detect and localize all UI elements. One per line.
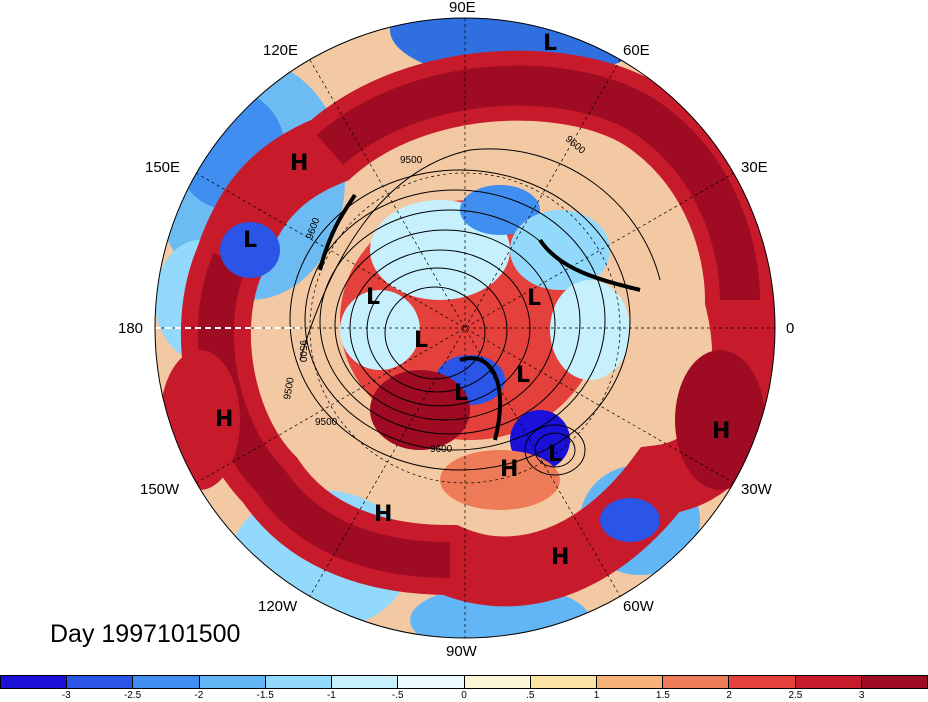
colorbar-segment [67,676,134,688]
low-center: L [366,285,380,310]
colorbar-segment [398,676,465,688]
high-center: H [551,545,569,570]
lon-label-150w: 150W [140,481,180,498]
contour-label: 9500 [400,155,423,166]
colorbar-tick-label: -.5 [391,690,404,701]
low-center: L [414,328,428,353]
colorbar-tick-label: 2.5 [788,690,803,701]
colorbar-segment [265,676,333,688]
colorbar-segment [199,676,266,688]
high-center: H [290,151,308,176]
lon-label-30e: 30E [741,159,768,176]
day-title: Day 1997101500 [50,620,241,648]
lon-label-180: 180 [118,320,144,337]
lon-label-30w: 30W [741,481,772,498]
colorbar-segment [530,676,597,688]
colorbar-segment [861,676,928,688]
colorbar-tick-label: .5 [526,690,535,701]
lon-label-90w: 90W [446,643,477,660]
colorbar-segment [663,676,730,688]
colorbar-tick-label: 3 [858,690,865,701]
jet-contours [318,193,641,441]
colorbar [0,675,928,689]
high-center: H [500,457,518,482]
colorbar-segment [133,676,200,688]
contour-label: 9600 [430,444,453,455]
colorbar-tick-label: -2 [194,690,204,701]
polar-map: 9500 9600 9500 9500 9600 9500 9600 L H L… [154,17,776,639]
low-center: L [548,442,562,467]
lon-label-60e: 60E [623,42,650,59]
colorbar-tick-label: -3 [61,690,71,701]
high-center: H [215,407,233,432]
lon-label-0: 0 [786,320,795,337]
colorbar-tick-label: -2.5 [123,690,142,701]
colorbar-segment [795,676,862,688]
lon-label-150e: 150E [145,159,181,176]
colorbar-tick-label: -1.5 [256,690,274,701]
pressure-centers: L H L L L L L L L H H H H H [215,31,730,570]
contour-label: 9500 [297,340,308,363]
colorbar-tick-label: 1 [593,690,600,701]
colorbar-ticks: -3 -2.5 -2 -1.5 -1 -.5 0 .5 1 1.5 2 2.5 3 [0,690,928,702]
contour-label: 9500 [282,376,297,400]
colorbar-segment [596,676,664,688]
lon-label-120e: 120E [263,42,299,59]
colorbar-segment [332,676,399,688]
lon-label-60w: 60W [623,598,654,615]
high-center: H [712,419,730,444]
colorbar-tick-label: 0 [461,690,467,701]
contour-label: 9500 [315,417,338,428]
colorbar-segment [464,676,531,688]
colorbar-tick-label: 1.5 [655,690,670,701]
colorbar-tick-label: 2 [726,690,732,701]
low-center: L [527,286,541,311]
lon-label-90e: 90E [449,0,476,16]
colorbar-segment [1,676,68,688]
low-center: L [243,228,257,253]
colorbar-segment [729,676,796,688]
lon-label-120w: 120W [258,598,298,615]
colorbar-tick-label: -1 [326,690,336,701]
low-center: L [454,381,468,406]
low-center: L [516,363,530,388]
low-center: L [543,31,557,56]
height-contours [289,148,661,476]
high-center: H [374,502,392,527]
map-boundary [154,17,776,639]
